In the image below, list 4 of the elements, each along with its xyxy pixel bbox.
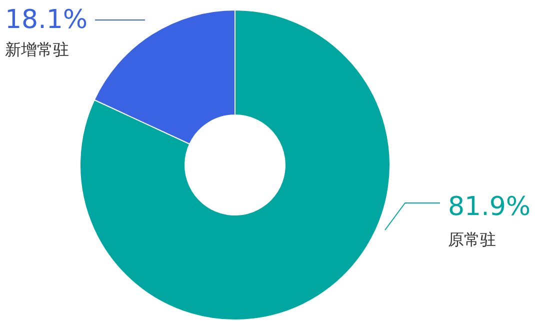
- data-label: 18.1%: [5, 5, 88, 35]
- data-label: 81.9%: [448, 192, 531, 222]
- slice-label: 原常驻: [448, 230, 496, 249]
- slice-label: 新增常驻: [5, 40, 69, 59]
